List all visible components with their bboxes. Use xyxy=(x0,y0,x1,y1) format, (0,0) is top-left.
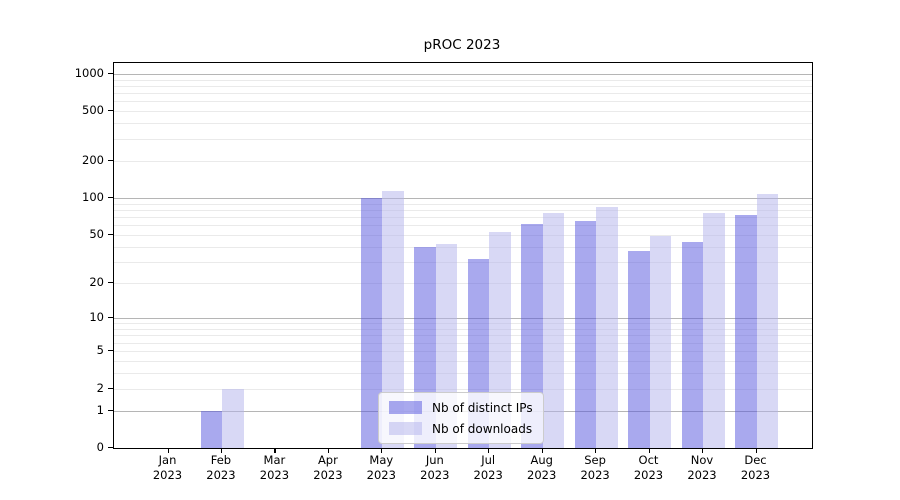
bar-aug-ips xyxy=(521,223,543,448)
x-tick-mark-nov xyxy=(702,448,704,453)
y-tick-label-50: 50 xyxy=(89,227,104,241)
x-tick-mark-aug xyxy=(541,448,543,453)
gridline-9 xyxy=(114,323,812,325)
x-tick-mark-sep xyxy=(595,448,597,453)
x-tick-label-jun: Jun 2023 xyxy=(420,453,450,482)
y-tick-label-0: 0 xyxy=(96,440,104,454)
x-tick-label-jan: Jan 2023 xyxy=(152,453,183,482)
gridline-6 xyxy=(114,342,812,344)
x-tick-mark-feb xyxy=(220,448,223,453)
gridline-30 xyxy=(114,262,812,263)
legend-swatch-distinct-ips-icon xyxy=(389,401,422,414)
y-tick-mark-500 xyxy=(108,110,113,112)
x-tick-label-aug: Aug 2023 xyxy=(527,453,557,482)
x-tick-label-apr: Apr 2023 xyxy=(313,453,343,482)
x-tick-mark-jul xyxy=(488,448,490,453)
bar-nov-downloads xyxy=(703,213,725,448)
gridline-300 xyxy=(114,138,812,140)
gridline-800 xyxy=(114,85,812,87)
gridline-5 xyxy=(114,350,812,352)
x-tick-label-feb: Feb 2023 xyxy=(206,453,236,482)
y-tick-mark-0 xyxy=(108,447,113,449)
gridline-10 xyxy=(114,318,812,320)
gridline-400 xyxy=(114,123,812,125)
gridline-200 xyxy=(114,160,812,162)
legend-label-downloads: Nb of downloads xyxy=(432,421,533,436)
bar-feb-downloads xyxy=(222,388,244,448)
x-tick-mark-jan xyxy=(167,448,169,453)
gridline-40 xyxy=(114,246,812,248)
x-tick-label-jul: Jul 2023 xyxy=(473,453,503,482)
gridline-500 xyxy=(114,111,812,113)
x-tick-label-mar: Mar 2023 xyxy=(259,453,290,482)
gridline-700 xyxy=(114,93,812,95)
y-tick-mark-5 xyxy=(108,349,113,352)
y-tick-label-1: 1 xyxy=(96,402,104,417)
bar-dec-downloads xyxy=(756,194,778,448)
plot-area: Nb of distinct IPs Nb of downloads xyxy=(113,62,813,449)
gridline-2 xyxy=(114,388,812,390)
chart-title: pROC 2023 xyxy=(423,37,501,53)
y-tick-mark-200 xyxy=(108,159,113,161)
y-tick-label-10: 10 xyxy=(89,310,104,325)
y-tick-mark-100 xyxy=(108,197,113,199)
gridline-8 xyxy=(114,329,812,330)
x-tick-mark-may xyxy=(381,448,383,453)
x-tick-mark-jun xyxy=(434,448,436,453)
gridline-20 xyxy=(114,283,812,285)
bar-dec-ips xyxy=(735,214,757,448)
bar-aug-downloads xyxy=(542,213,565,448)
y-tick-mark-10 xyxy=(108,317,113,319)
y-tick-label-5: 5 xyxy=(96,342,104,357)
gridline-80 xyxy=(114,210,812,211)
bar-feb-ips xyxy=(200,410,222,448)
gridline-90 xyxy=(114,203,812,205)
gridline-60 xyxy=(114,225,812,227)
gridline-3 xyxy=(114,372,812,374)
legend-swatch-downloads-icon xyxy=(389,422,422,435)
bar-nov-ips xyxy=(681,241,703,448)
y-tick-label-2: 2 xyxy=(96,380,104,395)
y-tick-mark-1 xyxy=(108,409,113,411)
x-tick-label-dec: Dec 2023 xyxy=(740,453,771,482)
x-tick-label-oct: Oct 2023 xyxy=(633,453,664,482)
legend-item-distinct-ips: Nb of distinct IPs xyxy=(389,399,533,416)
gridline-1000 xyxy=(114,73,812,75)
x-tick-label-may: May 2023 xyxy=(366,453,396,482)
bar-may-ips xyxy=(360,198,383,448)
x-tick-label-sep: Sep 2023 xyxy=(580,453,610,482)
y-tick-label-200: 200 xyxy=(82,152,104,167)
gridline-7 xyxy=(114,335,812,337)
x-tick-mark-oct xyxy=(648,448,650,453)
bar-oct-ips xyxy=(628,251,650,448)
bar-oct-downloads xyxy=(649,236,671,448)
legend-label-distinct-ips: Nb of distinct IPs xyxy=(432,400,533,415)
bar-sep-downloads xyxy=(596,207,618,448)
bar-sep-ips xyxy=(574,221,597,448)
y-tick-label-100: 100 xyxy=(82,190,104,204)
bar-may-downloads xyxy=(382,191,404,448)
gridline-900 xyxy=(114,79,812,81)
gridline-70 xyxy=(114,217,812,219)
y-tick-label-1000: 1000 xyxy=(74,65,104,80)
x-tick-mark-dec xyxy=(755,448,757,453)
gridline-100 xyxy=(114,198,812,199)
y-tick-label-20: 20 xyxy=(89,275,104,290)
y-tick-mark-20 xyxy=(108,282,113,284)
x-tick-label-nov: Nov 2023 xyxy=(687,453,717,482)
x-tick-mark-apr xyxy=(327,448,330,453)
gridline-600 xyxy=(114,101,812,103)
gridline-4 xyxy=(114,360,812,362)
gridline-50 xyxy=(114,235,812,236)
legend: Nb of distinct IPs Nb of downloads xyxy=(378,392,544,444)
x-tick-mark-mar xyxy=(274,448,276,453)
y-tick-mark-1000 xyxy=(108,72,113,74)
y-tick-mark-2 xyxy=(108,387,113,389)
y-tick-label-500: 500 xyxy=(82,103,104,118)
y-tick-mark-50 xyxy=(108,234,113,236)
legend-item-downloads: Nb of downloads xyxy=(389,420,533,437)
